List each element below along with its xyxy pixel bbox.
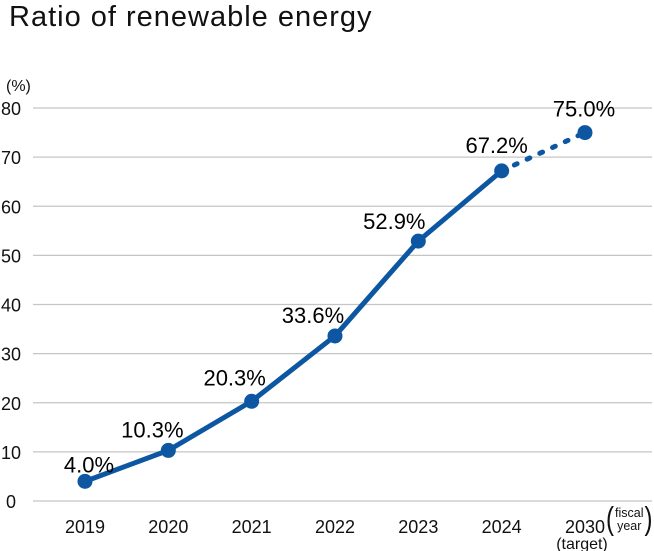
- x-tick-label: 2022: [315, 517, 355, 537]
- x-tick-sublabel: (target): [556, 536, 608, 551]
- x-unit-line-1: fiscal: [615, 506, 644, 520]
- y-tick-label: 60: [1, 197, 21, 217]
- data-point-marker-2022: [327, 328, 343, 344]
- data-point-label: 75.0%: [553, 97, 615, 122]
- data-point-label: 33.6%: [282, 303, 344, 328]
- data-point-label: 67.2%: [465, 133, 527, 158]
- y-tick-label: 50: [1, 246, 21, 266]
- data-point-label: 10.3%: [121, 417, 183, 442]
- y-tick-label: 20: [1, 394, 21, 414]
- y-tick-label: 30: [1, 345, 21, 365]
- data-point-marker-2020: [160, 442, 176, 458]
- y-tick-label: 70: [1, 148, 21, 168]
- data-point-label: 20.3%: [203, 365, 265, 390]
- x-tick-label: 2021: [232, 517, 272, 537]
- x-unit-open-paren: (: [606, 501, 614, 538]
- data-point-label: 52.9%: [363, 209, 425, 234]
- x-tick-label: 2020: [148, 517, 188, 537]
- data-point-marker-2030: [577, 125, 593, 141]
- data-point-marker-2023: [410, 233, 426, 249]
- data-point-marker-2024: [494, 163, 510, 179]
- data-point-label: 4.0%: [64, 452, 114, 477]
- y-tick-label: 80: [1, 99, 21, 119]
- x-tick-label: 2030: [565, 517, 605, 537]
- y-axis-unit-label: (%): [6, 78, 31, 95]
- x-unit-words: fiscal year: [614, 507, 644, 533]
- x-tick-label: 2024: [482, 517, 522, 537]
- x-unit-close-paren: ): [644, 501, 653, 538]
- y-tick-label: 40: [1, 296, 21, 316]
- x-tick-label: 2023: [398, 517, 438, 537]
- data-point-marker-2019: [77, 473, 93, 489]
- y-tick-label: 0: [6, 492, 16, 512]
- x-axis-unit-label: ( fiscal year ): [606, 501, 653, 538]
- x-tick-label: 2019: [65, 517, 105, 537]
- trend-line-dashed: [499, 130, 588, 174]
- x-unit-line-2: year: [617, 519, 642, 533]
- y-tick-label: 10: [1, 443, 21, 463]
- chart-title: Ratio of renewable energy: [9, 1, 373, 33]
- trend-line-solid: [82, 168, 505, 484]
- data-point-marker-2021: [244, 393, 260, 409]
